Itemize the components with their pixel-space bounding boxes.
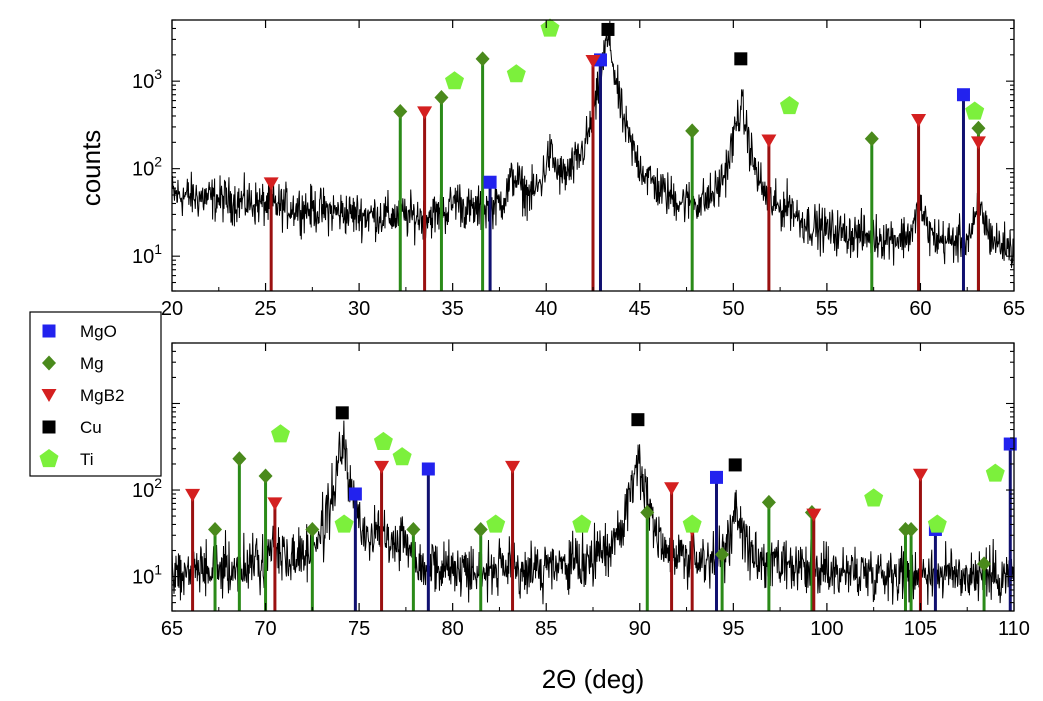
x-tick-label: 35 xyxy=(442,298,464,320)
marker-mgb2 xyxy=(911,113,927,127)
y-tick-label: 103 xyxy=(132,66,162,93)
bottom-panel: 65 70 75 80 85 90 95 100 105 110 101 102 xyxy=(132,342,1030,640)
marker-ti xyxy=(780,96,799,115)
legend-label-mgb2: MgB2 xyxy=(80,386,124,405)
marker-ti xyxy=(965,101,985,120)
x-tick-label: 95 xyxy=(722,618,744,640)
marker-cu xyxy=(335,406,349,420)
top-panel: 20 25 30 35 40 45 50 55 60 65 101 102 103 xyxy=(132,18,1025,320)
marker-mg xyxy=(904,521,919,537)
x-tick-label: 90 xyxy=(629,618,651,640)
x-tick-label: 110 xyxy=(998,618,1030,640)
legend-marker-ti xyxy=(39,449,59,468)
marker-cu xyxy=(728,458,742,472)
x-tick-label: 20 xyxy=(161,298,183,320)
marker-ti xyxy=(392,447,412,466)
marker-ti xyxy=(271,424,290,443)
marker-mgo xyxy=(421,462,435,476)
marker-mgb2 xyxy=(970,136,986,150)
marker-ti xyxy=(572,514,592,533)
y-tick-label: 101 xyxy=(132,562,162,589)
marker-mg xyxy=(305,521,320,537)
y-tick-label: 101 xyxy=(132,241,162,268)
marker-cu xyxy=(734,52,748,66)
x-tick-label: 85 xyxy=(535,618,557,640)
legend-label-ti: Ti xyxy=(80,450,94,469)
marker-mg xyxy=(475,51,490,67)
marker-ti xyxy=(445,71,464,90)
marker-mgb2 xyxy=(263,177,279,191)
x-tick-label: 40 xyxy=(535,298,557,320)
x-tick-label: 65 xyxy=(1003,298,1025,320)
legend-label-cu: Cu xyxy=(80,418,102,437)
marker-mgb2 xyxy=(505,460,521,474)
legend-label-mg: Mg xyxy=(80,354,104,373)
marker-mg xyxy=(208,521,223,537)
marker-mg xyxy=(715,546,730,562)
marker-mg xyxy=(977,556,992,572)
marker-mgb2 xyxy=(664,482,680,496)
x-tick-label: 50 xyxy=(722,298,744,320)
x-tick-label: 55 xyxy=(816,298,838,320)
legend-marker-cu xyxy=(42,420,56,434)
x-tick-label: 70 xyxy=(254,618,276,640)
legend-marker-mg xyxy=(42,355,56,371)
legend-marker-mgo xyxy=(42,324,56,338)
legend-box xyxy=(29,311,162,477)
marker-mg xyxy=(406,521,421,537)
marker-mgo xyxy=(956,88,970,102)
marker-ti xyxy=(927,514,947,533)
marker-ti xyxy=(540,18,560,37)
x-tick-label: 60 xyxy=(909,298,931,320)
x-tick-label: 100 xyxy=(810,618,843,640)
marker-ti xyxy=(864,488,884,507)
marker-mgo xyxy=(709,470,723,484)
legend-marker-mgb2 xyxy=(41,389,57,402)
marker-mgb2 xyxy=(267,497,283,511)
marker-ti xyxy=(334,514,354,533)
marker-mgo xyxy=(483,175,497,189)
x-tick-label: 25 xyxy=(254,298,276,320)
y-tick-label: 102 xyxy=(132,154,162,181)
marker-mgb2 xyxy=(806,508,822,522)
marker-mgb2 xyxy=(374,460,390,474)
marker-ti xyxy=(682,514,702,533)
x-tick-label: 65 xyxy=(161,618,183,640)
legend-label-mgo: MgO xyxy=(80,322,117,341)
y-tick-label: 102 xyxy=(132,475,162,502)
marker-mg xyxy=(434,90,449,106)
marker-mg xyxy=(393,104,408,120)
x-tick-label: 80 xyxy=(442,618,464,640)
x-axis-title: 2Θ (deg) xyxy=(542,664,645,694)
marker-mg xyxy=(473,521,488,537)
x-tick-label: 105 xyxy=(904,618,937,640)
marker-ti xyxy=(506,64,526,83)
marker-mg xyxy=(971,120,986,136)
marker-mgb2 xyxy=(761,134,777,148)
marker-mg xyxy=(640,504,655,520)
marker-cu xyxy=(601,22,615,36)
x-tick-label: 45 xyxy=(629,298,651,320)
marker-mg xyxy=(864,131,879,147)
marker-mgb2 xyxy=(417,106,433,120)
legend: MgO Mg MgB2 Cu Ti xyxy=(29,311,162,477)
marker-mg xyxy=(258,468,273,484)
marker-ti xyxy=(373,431,393,450)
x-tick-label: 75 xyxy=(348,618,370,640)
marker-mgb2 xyxy=(912,468,928,482)
marker-mg xyxy=(685,123,700,139)
marker-mgb2 xyxy=(185,488,201,502)
y-axis-title: counts xyxy=(76,130,106,207)
marker-mgo xyxy=(348,487,362,501)
x-tick-label: 30 xyxy=(348,298,370,320)
marker-ti xyxy=(985,463,1005,482)
marker-mg xyxy=(232,451,247,467)
marker-mgb2 xyxy=(585,54,601,68)
marker-cu xyxy=(631,413,645,427)
marker-mg xyxy=(761,494,776,510)
marker-ti xyxy=(486,514,506,533)
xrd-spectrum-line xyxy=(172,420,1014,605)
